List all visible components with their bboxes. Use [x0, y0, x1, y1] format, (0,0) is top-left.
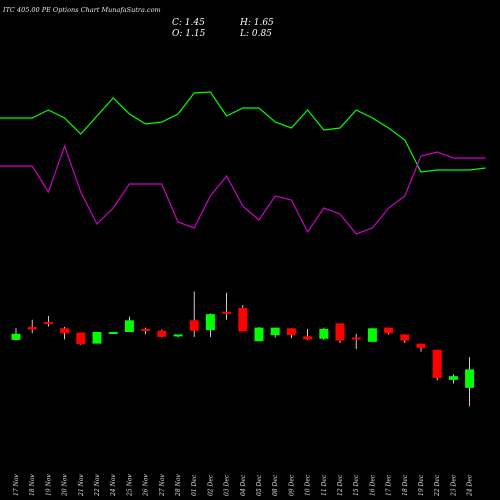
candles — [11, 291, 475, 407]
open-value: O: 1.15 — [172, 29, 206, 39]
candle-body-up — [11, 333, 21, 340]
x-axis-ticks: 17 Nov 18 Nov 19 Nov 20 Nov 21 Nov 22 Nov 24 N… — [13, 474, 474, 497]
candle-body-down — [189, 320, 199, 331]
candle — [367, 328, 377, 342]
x-tick-label: 17 Dec — [386, 474, 393, 496]
high-value: H: 1.65 — [240, 18, 274, 28]
candle-body-up — [465, 369, 475, 388]
candle-body-down — [335, 323, 345, 341]
x-tick-label: 24 Nov — [110, 474, 117, 497]
candle — [432, 349, 442, 381]
candle-body-down — [384, 327, 394, 334]
candle — [400, 334, 410, 344]
upper-band-line — [0, 91, 486, 173]
chart-title: ITC 405.00 PE Options Chart MunafaSutra.… — [3, 6, 161, 14]
x-tick-label: 27 Nov — [159, 474, 166, 497]
candle-body-up — [448, 376, 458, 380]
candle-body-up — [108, 331, 118, 334]
close-value: C: 1.45 — [172, 18, 205, 28]
candle-body-down — [157, 330, 167, 337]
x-tick-label: 22 Nov — [94, 474, 101, 497]
x-tick-label: 21 Nov — [78, 474, 85, 497]
x-tick-label: 11 Dec — [321, 474, 328, 496]
x-tick-label: 26 Nov — [143, 474, 150, 497]
x-tick-label: 18 Nov — [29, 474, 36, 496]
candle — [157, 329, 167, 338]
x-tick-label: 03 Dec — [224, 474, 231, 496]
candle — [43, 316, 53, 327]
x-tick-label: 05 Dec — [256, 474, 263, 496]
candle — [189, 291, 199, 337]
candle-body-down — [238, 308, 248, 332]
candle — [319, 327, 329, 340]
x-tick-label: 02 Dec — [207, 474, 214, 496]
lower-band-line — [0, 144, 486, 235]
candle — [141, 327, 151, 335]
candle — [205, 313, 215, 337]
candle-body-down — [432, 349, 442, 379]
candle — [448, 374, 458, 384]
candle-body-down — [60, 328, 70, 334]
candle — [303, 328, 313, 340]
candle — [27, 319, 37, 334]
candle — [238, 304, 248, 332]
candle — [76, 332, 86, 345]
candle — [92, 331, 102, 344]
x-tick-label: 22 Dec — [434, 474, 441, 497]
candle-body-up — [205, 314, 215, 331]
x-tick-label: 28 Nov — [175, 474, 182, 497]
x-tick-label: 20 Nov — [62, 474, 69, 497]
x-tick-label: 12 Dec — [337, 474, 344, 496]
x-tick-label: 04 Dec — [240, 474, 247, 496]
low-value: L: 0.85 — [240, 29, 272, 39]
candle — [254, 327, 264, 342]
candle-body-down — [27, 327, 37, 330]
candle-body-up — [124, 320, 134, 332]
candle-body-down — [286, 328, 296, 336]
candle — [384, 327, 394, 335]
candle-body-up — [92, 331, 102, 344]
candle-body-up — [173, 334, 183, 337]
x-tick-label: 17 Nov — [13, 474, 20, 496]
candle — [416, 343, 426, 352]
candle-body-down — [43, 322, 53, 325]
candle-body-down — [222, 311, 232, 314]
candle — [173, 334, 183, 338]
x-tick-label: 01 Dec — [191, 474, 198, 496]
x-tick-label: 19 Nov — [45, 474, 52, 496]
x-tick-label: 25 Nov — [126, 474, 133, 497]
band-lines — [0, 91, 486, 235]
x-tick-label: 24 Dec — [467, 474, 474, 497]
candle-body-up — [367, 328, 377, 342]
candle — [11, 328, 21, 341]
candle-body-up — [254, 327, 264, 342]
x-tick-label: 18 Dec — [402, 474, 409, 496]
candle — [335, 323, 345, 344]
candle-body-up — [319, 328, 329, 339]
candle — [124, 316, 134, 332]
candle-body-down — [76, 332, 86, 345]
candle-body-down — [416, 343, 426, 348]
candle — [351, 333, 361, 350]
candle-body-down — [141, 328, 151, 331]
candle — [222, 292, 232, 320]
candle — [286, 328, 296, 339]
candle-body-down — [351, 337, 361, 340]
candle — [465, 357, 475, 407]
candle-body-down — [303, 336, 313, 340]
x-tick-label: 08 Dec — [272, 474, 279, 496]
candle — [108, 331, 118, 334]
x-tick-label: 09 Dec — [288, 474, 295, 496]
x-tick-label: 10 Dec — [305, 474, 312, 496]
x-tick-label: 19 Dec — [418, 474, 425, 496]
candle-body-down — [400, 334, 410, 341]
candle-body-up — [270, 327, 280, 336]
x-tick-label: 16 Dec — [369, 474, 376, 496]
x-tick-label: 23 Dec — [450, 474, 457, 497]
candle — [60, 327, 70, 340]
candle — [270, 327, 280, 338]
x-tick-label: 15 Dec — [353, 474, 360, 496]
